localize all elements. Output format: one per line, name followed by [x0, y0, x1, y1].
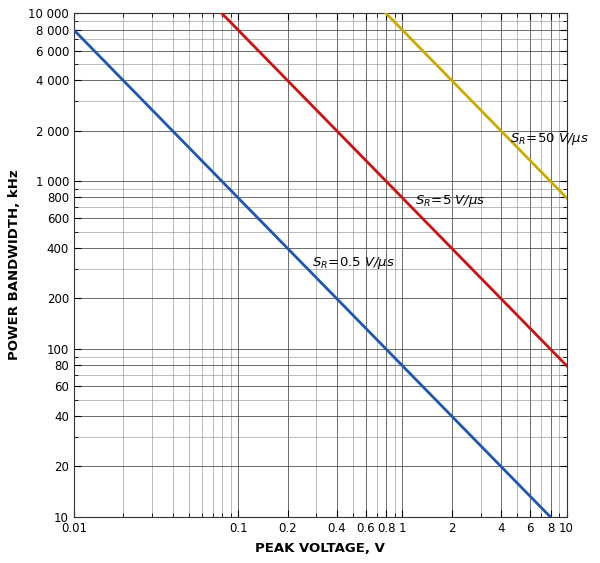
Text: $S_R\!=\!{50}$ V/$\mu$s: $S_R\!=\!{50}$ V/$\mu$s [509, 131, 589, 147]
X-axis label: PEAK VOLTAGE, V: PEAK VOLTAGE, V [256, 542, 385, 555]
Text: $S_R\!=\!{5}$ V/$\mu$s: $S_R\!=\!{5}$ V/$\mu$s [415, 193, 486, 209]
Text: $S_R\!=\!{0.5}$ V/$\mu$s: $S_R\!=\!{0.5}$ V/$\mu$s [311, 256, 395, 271]
Y-axis label: POWER BANDWIDTH, kHz: POWER BANDWIDTH, kHz [8, 170, 22, 360]
